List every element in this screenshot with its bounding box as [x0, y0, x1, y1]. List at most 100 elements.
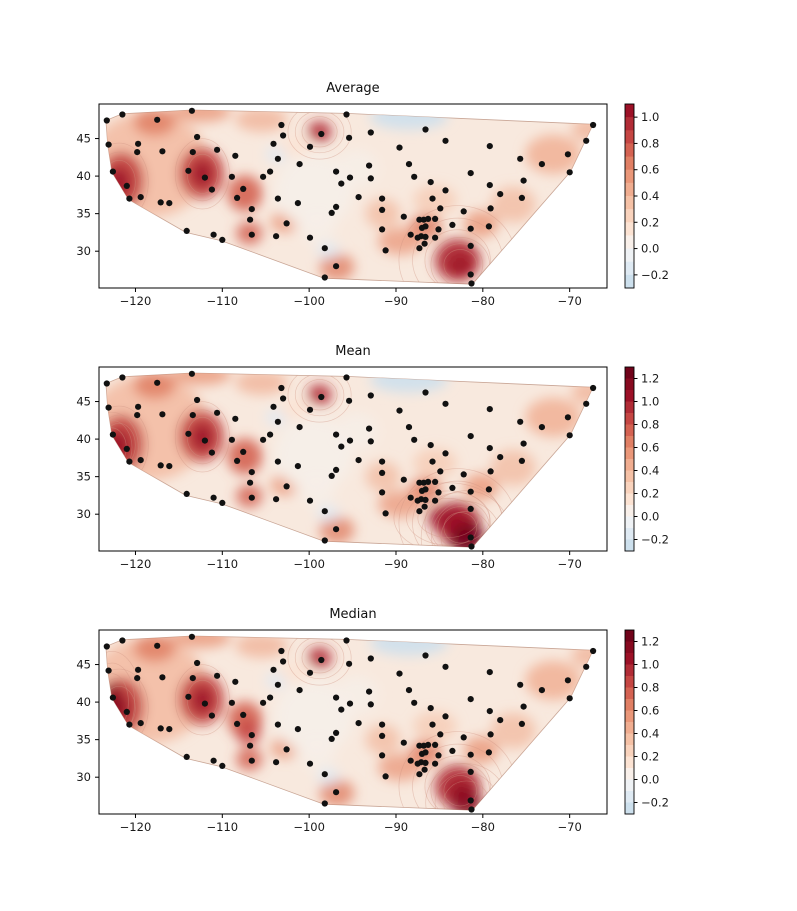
station-dot: [185, 430, 192, 437]
station-dot: [421, 503, 428, 510]
station-dot: [109, 168, 116, 175]
station-dot: [518, 194, 526, 201]
contour-blob: [316, 505, 340, 522]
station-dot: [432, 215, 439, 222]
station-dot: [467, 505, 474, 512]
station-dot: [260, 436, 267, 443]
colorbar-tick-label: 0.8: [641, 681, 659, 695]
station-dot: [379, 226, 386, 233]
station-dot: [210, 757, 217, 764]
station-dot: [214, 672, 221, 679]
station-dot: [564, 414, 572, 421]
colorbar-segment: [625, 222, 634, 236]
station-dot: [333, 526, 340, 533]
station-dot: [517, 681, 524, 688]
station-dot: [566, 169, 573, 176]
station-dot: [166, 200, 173, 207]
x-tick-label: −110: [207, 557, 239, 571]
axes-frame: [98, 103, 608, 289]
colorbar-segment: [625, 687, 634, 700]
station-dot: [234, 457, 241, 464]
contour-blob: [448, 254, 472, 276]
station-dot: [355, 194, 362, 201]
station-dot: [425, 215, 432, 222]
subplot-title-mean: Mean: [335, 344, 371, 359]
station-dot: [487, 468, 494, 475]
station-dot: [274, 418, 281, 425]
station-dot: [407, 757, 414, 764]
station-dot: [247, 216, 254, 223]
station-dot: [400, 476, 407, 483]
station-dot: [564, 151, 572, 158]
station-dot: [379, 721, 386, 728]
station-dot: [590, 384, 597, 392]
y-tick-label: 40: [76, 169, 91, 183]
station-dot: [346, 700, 354, 707]
colorbar-tick-label: 0.2: [641, 487, 659, 501]
station-dot: [188, 107, 195, 114]
contour-blob: [316, 768, 340, 785]
subplot-average: Average −120 −110 −100 −90 −80 −70 30 35 40 45 1.0…: [0, 74, 797, 326]
station-dot: [405, 424, 413, 431]
station-dot: [497, 717, 504, 724]
contour-blob: [235, 373, 288, 395]
station-dot: [194, 396, 201, 404]
chart-canvas-average: −120 −110 −100 −90 −80 −70 30 35 40 45 1.0 0.8 0.6 0.…: [76, 103, 669, 308]
station-dot: [283, 483, 290, 490]
colorbar-tick-label: 0.4: [641, 727, 659, 741]
y-tick-label: 30: [76, 770, 91, 784]
contour-blob: [365, 724, 401, 755]
station-dot: [318, 656, 325, 664]
y-tick-label: 35: [76, 207, 91, 221]
station-dot: [367, 438, 374, 445]
station-dot: [442, 450, 449, 457]
x-tick-label: −90: [384, 820, 408, 834]
station-dot: [333, 263, 340, 270]
station-dot: [416, 508, 423, 515]
station-dot: [280, 395, 287, 402]
contour-blob: [369, 373, 449, 393]
station-dot: [518, 720, 526, 727]
colorbar-segment: [625, 156, 634, 171]
contour-line: [437, 243, 484, 285]
colorbar: 1.2 1.0 0.8 0.6 0.4 0.2 0.0 −0.2: [624, 629, 669, 815]
station-dot: [432, 497, 439, 504]
colorbar-tick-label: 0.0: [641, 510, 659, 524]
station-dot: [154, 642, 161, 649]
station-dot: [400, 739, 407, 746]
station-dot: [343, 111, 350, 118]
colorbar-segment: [625, 779, 634, 792]
contour-line: [186, 416, 218, 457]
station-dot: [240, 448, 247, 455]
station-dot: [103, 643, 110, 650]
station-dot: [247, 742, 254, 749]
x-tick-label: −100: [293, 820, 325, 834]
station-dot: [411, 699, 418, 706]
station-dot: [247, 479, 254, 486]
station-dot: [109, 694, 116, 701]
station-dot: [183, 490, 190, 497]
station-dot: [442, 663, 449, 670]
station-dot: [449, 747, 456, 754]
contour-blob: [133, 636, 176, 662]
station-dot: [422, 486, 429, 493]
colorbar-segment: [625, 169, 634, 184]
contour-line: [437, 506, 484, 548]
station-dot: [267, 168, 274, 175]
contour-blob: [133, 373, 176, 399]
station-dot: [468, 543, 475, 550]
station-dot: [214, 409, 221, 416]
station-dot: [134, 149, 141, 156]
station-dot: [467, 768, 474, 775]
station-dot: [416, 245, 423, 252]
station-dot: [442, 713, 449, 720]
station-dot: [427, 179, 434, 186]
station-dot: [437, 205, 444, 212]
station-dot: [228, 436, 235, 443]
x-tick-label: −110: [207, 820, 239, 834]
station-dot: [189, 412, 196, 419]
x-tick-label: −120: [120, 557, 152, 571]
station-dot: [328, 735, 335, 742]
station-dot: [278, 121, 285, 129]
x-tick-label: −70: [558, 294, 582, 308]
